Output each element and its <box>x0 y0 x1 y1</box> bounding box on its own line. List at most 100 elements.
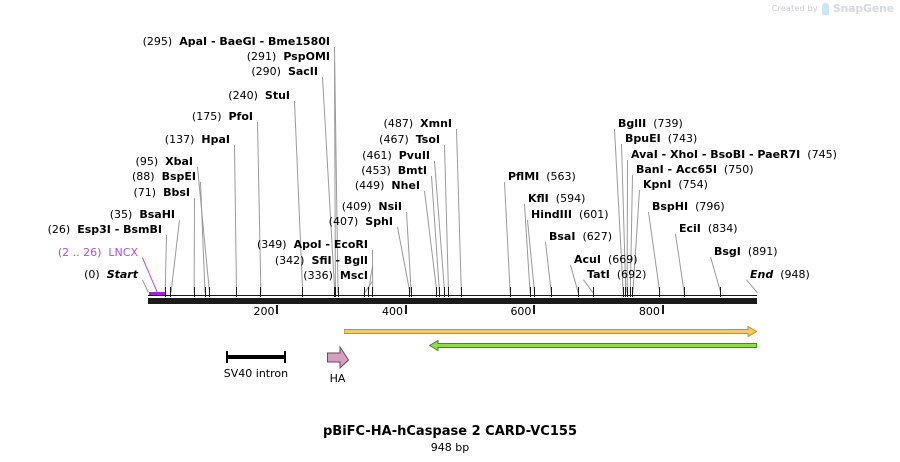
snapgene-logo-icon <box>821 2 829 15</box>
label-name-acui: AcuI <box>574 253 601 266</box>
enzyme-label-kfli[interactable]: KflI (594) <box>528 193 585 205</box>
restriction-cut-tick-kpni[interactable] <box>632 287 634 297</box>
restriction-cut-tick-pspomi[interactable] <box>334 287 336 297</box>
enzyme-label-xbai[interactable]: (95) XbaI <box>136 156 193 168</box>
enzyme-label-sphi[interactable]: (407) SphI <box>329 216 393 228</box>
enzyme-label-apai[interactable]: (295) ApaI - BaeGI - Bme1580I <box>143 36 330 48</box>
restriction-cut-tick-bsahi[interactable] <box>170 287 172 297</box>
enzyme-label-pspomi[interactable]: (291) PspOMI <box>247 51 330 63</box>
enzyme-label-tsoi[interactable]: (467) TsoI <box>379 134 440 146</box>
label-name-bbsi: BbsI <box>163 186 190 199</box>
ruler-tick-600 <box>533 305 536 314</box>
enzyme-label-apoi[interactable]: (349) ApoI - EcoRI <box>257 239 368 251</box>
label-position-bsahi: (35) <box>109 208 133 221</box>
restriction-cut-tick-hindiii[interactable] <box>534 287 536 297</box>
label-name-start: Start <box>106 268 138 281</box>
enzyme-label-end[interactable]: End (948) <box>750 269 810 281</box>
restriction-cut-tick-nhei[interactable] <box>436 287 438 297</box>
sequence-backbone <box>148 298 757 304</box>
restriction-cut-tick-ecii[interactable] <box>683 287 685 297</box>
restriction-cut-tick-bsgi[interactable] <box>720 287 722 297</box>
label-position-avai: (745) <box>807 148 837 161</box>
restriction-cut-tick-apoi[interactable] <box>372 287 374 297</box>
enzyme-label-bbsi[interactable]: (71) BbsI <box>134 187 191 199</box>
label-name-bmti: BmtI <box>397 164 427 177</box>
enzyme-label-xmni[interactable]: (487) XmnI <box>384 118 452 130</box>
restriction-cut-tick-pfoi[interactable] <box>260 287 262 297</box>
restriction-cut-tick-tati[interactable] <box>592 287 594 297</box>
enzyme-label-bsphi[interactable]: BspHI (796) <box>652 201 725 213</box>
enzyme-label-bglii[interactable]: BglII (739) <box>618 118 683 130</box>
enzyme-label-kpni[interactable]: KpnI (754) <box>643 179 708 191</box>
lncx-feature-bar[interactable] <box>149 292 166 295</box>
label-position-start: (0) <box>84 268 100 281</box>
label-position-tati: (692) <box>616 268 647 281</box>
enzyme-label-sfii[interactable]: (342) SfiI - BglI <box>275 255 368 267</box>
restriction-cut-tick-bsphi[interactable] <box>659 287 661 297</box>
restriction-cut-tick-bpuei[interactable] <box>625 287 627 297</box>
enzyme-label-lncx[interactable]: (2 .. 26) LNCX <box>58 247 138 259</box>
restriction-cut-tick-xbai[interactable] <box>209 287 211 297</box>
restriction-cut-tick-msci[interactable] <box>363 287 365 297</box>
label-name-hindiii: HindIII <box>531 208 572 221</box>
restriction-cut-tick-hpai[interactable] <box>236 287 237 297</box>
enzyme-label-bani[interactable]: BanI - Acc65I (750) <box>636 164 754 176</box>
enzyme-label-ecii[interactable]: EciI (834) <box>679 223 738 235</box>
restriction-cut-tick-nsii[interactable] <box>410 287 412 297</box>
enzyme-label-nhei[interactable]: (449) NheI <box>355 180 420 192</box>
enzyme-label-tati[interactable]: TatI (692) <box>587 269 646 281</box>
enzyme-label-pvuii[interactable]: (461) PvuII <box>362 150 430 162</box>
label-position-end: (948) <box>780 268 810 281</box>
label-position-hpai: (137) <box>164 133 195 146</box>
ruler-tick-400 <box>404 305 407 314</box>
leader-line-pflmi <box>504 181 511 293</box>
label-name-pfoi: PfoI <box>228 110 254 123</box>
restriction-cut-tick-sfii[interactable] <box>367 287 369 297</box>
enzyme-label-pflmi[interactable]: PflMI (563) <box>508 171 576 183</box>
restriction-cut-tick-sacii[interactable] <box>334 287 336 297</box>
restriction-cut-tick-xmni[interactable] <box>460 287 462 297</box>
restriction-cut-tick-acui[interactable] <box>577 287 579 297</box>
enzyme-label-avai[interactable]: AvaI - XhoI - BsoBI - PaeR7I (745) <box>631 149 837 161</box>
enzyme-label-stui[interactable]: (240) StuI <box>228 90 290 102</box>
enzyme-label-sacii[interactable]: (290) SacII <box>251 66 318 78</box>
label-name-tati: TatI <box>587 268 610 281</box>
restriction-cut-tick-bmti[interactable] <box>439 287 440 297</box>
enzyme-label-bpuei[interactable]: BpuEI (743) <box>625 133 697 145</box>
enzyme-label-pfoi[interactable]: (175) PfoI <box>192 111 253 123</box>
enzyme-label-nsii[interactable]: (409) NsiI <box>342 201 402 213</box>
restriction-cut-tick-pvuii[interactable] <box>444 287 446 297</box>
restriction-cut-tick-bbsi[interactable] <box>193 287 195 297</box>
enzyme-label-acui[interactable]: AcuI (669) <box>574 254 638 266</box>
restriction-cut-tick-bani[interactable] <box>629 287 631 297</box>
label-name-tsoi: TsoI <box>415 133 440 146</box>
restriction-cut-tick-apai[interactable] <box>337 287 339 297</box>
restriction-cut-tick-bglii[interactable] <box>622 287 624 297</box>
restriction-cut-tick-bspei[interactable] <box>204 287 206 297</box>
enzyme-label-bmti[interactable]: (453) BmtI <box>361 165 427 177</box>
restriction-cut-tick-avai[interactable] <box>626 287 628 297</box>
enzyme-label-bsahi[interactable]: (35) BsaHI <box>110 209 175 221</box>
orf-orange[interactable] <box>343 326 757 337</box>
enzyme-label-hindiii[interactable]: HindIII (601) <box>531 209 609 221</box>
restriction-cut-tick-sphi[interactable] <box>409 287 411 297</box>
restriction-cut-tick-esp3i[interactable] <box>164 287 166 297</box>
enzyme-label-msci[interactable]: (336) MscI <box>303 270 368 282</box>
enzyme-label-bsai[interactable]: BsaI (627) <box>549 231 612 243</box>
ha-arrow[interactable] <box>326 345 349 371</box>
restriction-cut-tick-bsai[interactable] <box>550 287 552 297</box>
ruler-tick-200 <box>276 305 279 314</box>
restriction-cut-tick-stui[interactable] <box>302 287 304 297</box>
enzyme-label-bspei[interactable]: (88) BspEI <box>132 171 196 183</box>
sv40-intron-bar[interactable] <box>226 355 287 359</box>
enzyme-label-start[interactable]: (0) Start <box>84 269 138 281</box>
enzyme-label-hpai[interactable]: (137) HpaI <box>165 134 230 146</box>
leader-line-start <box>142 279 149 293</box>
enzyme-label-esp3i[interactable]: (26) Esp3I - BsmBI <box>48 224 162 236</box>
restriction-cut-tick-pflmi[interactable] <box>509 287 511 297</box>
label-position-pflmi: (563) <box>546 170 576 183</box>
restriction-cut-tick-kfli[interactable] <box>529 287 531 297</box>
restriction-cut-tick-tsoi[interactable] <box>448 287 449 297</box>
enzyme-label-bsgi[interactable]: BsgI (891) <box>714 246 778 258</box>
orf-green[interactable] <box>429 340 757 351</box>
